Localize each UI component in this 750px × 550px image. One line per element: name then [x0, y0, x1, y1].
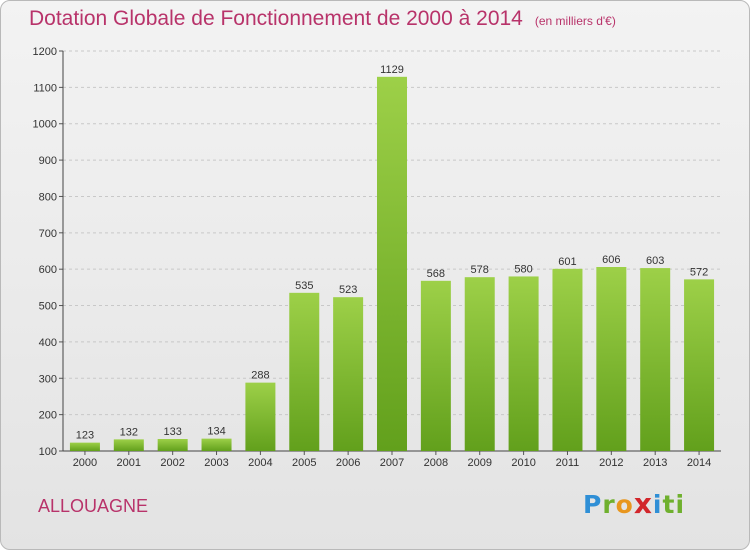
bar-value-label: 132: [120, 426, 138, 438]
x-tick-label: 2006: [336, 457, 360, 469]
bar: [508, 276, 539, 451]
logo-letter: x: [633, 487, 653, 520]
x-tick-label: 2001: [117, 457, 141, 469]
x-tick-label: 2005: [292, 457, 316, 469]
y-tick-label: 100: [39, 446, 57, 458]
unit-label: (en milliers d'€): [534, 14, 616, 28]
bar-value-label: 134: [207, 426, 225, 438]
bar: [596, 267, 627, 451]
bar: [289, 292, 320, 451]
bar: [69, 442, 100, 451]
bar-value-label: 1129: [380, 64, 404, 76]
x-tick-label: 2000: [73, 457, 97, 469]
bar: [552, 268, 583, 451]
y-tick-label: 700: [39, 228, 57, 240]
y-tick-label: 500: [39, 301, 57, 313]
x-tick-label: 2014: [687, 457, 711, 469]
bar-value-label: 133: [163, 426, 181, 438]
bar: [377, 76, 407, 452]
bar: [245, 382, 276, 451]
x-tick-label: 2003: [204, 457, 228, 469]
x-tick-label: 2013: [643, 457, 667, 469]
y-tick-label: 300: [39, 373, 57, 385]
x-tick-label: 2002: [160, 457, 184, 469]
x-tick-label: 2004: [248, 457, 272, 469]
x-tick-label: 2012: [599, 457, 623, 469]
commune-name: ALLOUAGNE: [38, 496, 149, 516]
y-tick-label: 600: [39, 264, 57, 276]
y-tick-label: 1000: [33, 119, 57, 131]
bar-value-label: 523: [339, 284, 357, 296]
logo-letter: r: [602, 490, 616, 519]
bar: [420, 280, 451, 451]
bar-value-label: 606: [602, 254, 620, 266]
bar-value-label: 572: [690, 266, 708, 278]
bar-value-label: 603: [646, 255, 664, 267]
proxiti-logo: Proxiti: [583, 487, 685, 520]
y-tick-label: 1200: [33, 46, 57, 58]
logo-letter: P: [583, 490, 603, 519]
y-tick-label: 400: [39, 337, 57, 349]
bar-value-label: 580: [514, 263, 532, 275]
bar: [640, 268, 671, 451]
y-tick-label: 200: [39, 410, 57, 422]
x-tick-label: 2008: [424, 457, 448, 469]
x-tick-label: 2010: [511, 457, 535, 469]
chart-title: Dotation Globale de Fonctionnement de 20…: [29, 7, 616, 31]
bar-value-label: 123: [76, 430, 94, 442]
y-tick-label: 800: [39, 191, 57, 203]
x-tick-label: 2011: [556, 457, 580, 469]
x-tick-label: 2007: [380, 457, 404, 469]
bar: [333, 297, 364, 451]
bar-value-label: 288: [251, 370, 269, 382]
title-text: Dotation Globale de Fonctionnement de 20…: [29, 7, 523, 30]
bar: [201, 438, 232, 451]
bar-value-label: 601: [558, 256, 576, 268]
bar-value-label: 578: [471, 264, 489, 276]
bar: [157, 439, 188, 451]
y-tick-label: 900: [39, 155, 57, 167]
logo-letter: ti: [662, 490, 686, 519]
bar-value-label: 535: [295, 280, 313, 292]
logo-letter: o: [615, 490, 634, 519]
bar: [464, 277, 495, 451]
bar-value-label: 568: [427, 268, 445, 280]
bar: [684, 279, 715, 451]
logo-letter: i: [652, 490, 663, 519]
x-tick-label: 2009: [467, 457, 491, 469]
bar: [113, 439, 144, 451]
y-tick-label: 1100: [33, 82, 57, 94]
